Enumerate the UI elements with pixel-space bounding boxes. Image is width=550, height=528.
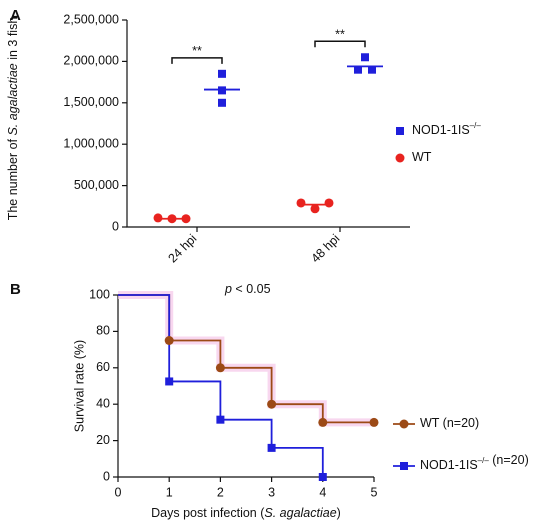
y-axis-label: The number of S. agalactiae in 3 fish: [6, 17, 20, 221]
text-part: WT (n=20): [420, 416, 479, 430]
legend-label: NOD1-1IS–/– (n=20): [420, 453, 529, 472]
axis: [117, 295, 374, 478]
text-part: Days post infection (: [151, 506, 265, 520]
x-tick-label: 5: [371, 485, 378, 499]
significance-bracket: [171, 57, 223, 64]
marker: [400, 462, 408, 470]
marker: [369, 417, 379, 427]
text-part: NOD1-1IS: [412, 123, 470, 137]
text-part: –/–: [470, 121, 482, 130]
marker: [164, 336, 174, 345]
significance-label: **: [192, 44, 202, 58]
x-tick-label: 0: [115, 485, 122, 499]
text-part: –/–: [478, 456, 490, 465]
x-tick-label: 4: [319, 485, 326, 499]
marker: [354, 65, 362, 74]
text-part: ): [337, 506, 341, 520]
panel-label: A: [10, 7, 21, 24]
y-axis-label: Survival rate (%): [72, 340, 86, 432]
marker: [267, 443, 276, 452]
y-tick-label: 2,500,000: [63, 12, 119, 26]
text-part: p: [224, 282, 232, 296]
text-part: in 3 fish: [6, 17, 20, 64]
axis: [126, 20, 410, 228]
legend-label: WT (n=20): [420, 416, 479, 430]
text-part: NOD1-1IS: [420, 458, 478, 472]
marker: [218, 98, 226, 107]
text-part: < 0.05: [232, 282, 271, 296]
marker: [324, 198, 334, 208]
marker: [310, 204, 320, 214]
y-tick-label: 500,000: [74, 178, 119, 192]
marker: [318, 473, 327, 481]
marker: [396, 127, 404, 135]
text-part: (n=20): [489, 453, 529, 467]
text-part: The number of: [6, 136, 20, 221]
y-tick-label: 80: [96, 324, 110, 338]
y-tick-label: 1,500,000: [63, 95, 119, 109]
y-tick-label: 100: [89, 287, 110, 301]
legend-label: WT: [412, 150, 432, 164]
legend-label: NOD1-1IS–/–: [412, 121, 481, 137]
marker: [267, 399, 277, 409]
text-part: S. agalactiae: [6, 63, 20, 135]
marker: [318, 417, 328, 427]
confidence-halo: [118, 291, 374, 427]
x-tick-label: 2: [217, 485, 224, 499]
marker: [368, 65, 376, 74]
marker: [395, 153, 405, 163]
y-tick-label: 1,000,000: [63, 136, 119, 150]
x-tick-label: 48 hpi: [308, 232, 342, 266]
marker: [165, 377, 174, 386]
marker: [218, 69, 226, 78]
marker: [399, 419, 409, 429]
marker: [296, 198, 306, 208]
y-tick-label: 60: [96, 360, 110, 374]
y-tick-label: 0: [103, 469, 110, 483]
panel-label: B: [10, 281, 21, 298]
y-tick-label: 20: [96, 433, 110, 447]
y-tick-label: 0: [112, 219, 119, 233]
survival-line: [118, 294, 324, 477]
x-tick-label: 3: [268, 485, 275, 499]
significance-bracket: [314, 40, 366, 48]
marker: [361, 53, 369, 62]
x-axis-label: Days post infection (S. agalactiae): [151, 506, 341, 520]
annotation: p < 0.05: [224, 282, 271, 296]
text-part: S. agalactiae: [264, 506, 336, 520]
significance-label: **: [335, 28, 345, 42]
y-tick-label: 40: [96, 396, 110, 410]
marker: [216, 415, 225, 424]
x-tick-label: 1: [166, 485, 173, 499]
y-tick-label: 2,000,000: [63, 54, 119, 68]
text-part: WT: [412, 150, 432, 164]
survival-line: [118, 294, 374, 424]
x-tick-label: 24 hpi: [165, 232, 199, 266]
marker: [215, 363, 225, 373]
